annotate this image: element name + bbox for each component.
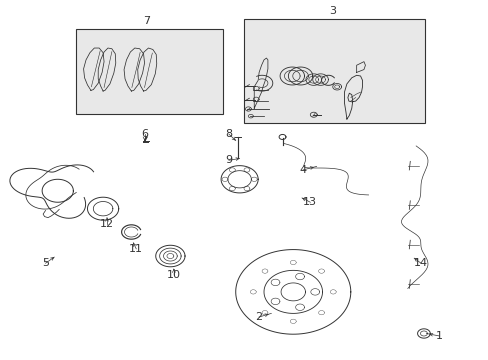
Text: 11: 11 — [129, 244, 143, 254]
Text: 1: 1 — [435, 331, 442, 341]
Bar — [76, 30, 222, 114]
Text: 6: 6 — [141, 129, 148, 139]
Text: 2: 2 — [255, 312, 262, 322]
Text: 12: 12 — [100, 219, 114, 229]
Text: 8: 8 — [225, 129, 232, 139]
Text: 4: 4 — [299, 165, 306, 175]
Text: 7: 7 — [143, 16, 150, 26]
Text: 5: 5 — [42, 258, 49, 268]
Text: 10: 10 — [166, 270, 181, 280]
Text: 14: 14 — [413, 258, 427, 268]
Text: 13: 13 — [303, 197, 317, 207]
Bar — [244, 19, 424, 123]
Text: 3: 3 — [328, 6, 335, 17]
Text: 9: 9 — [225, 155, 232, 165]
